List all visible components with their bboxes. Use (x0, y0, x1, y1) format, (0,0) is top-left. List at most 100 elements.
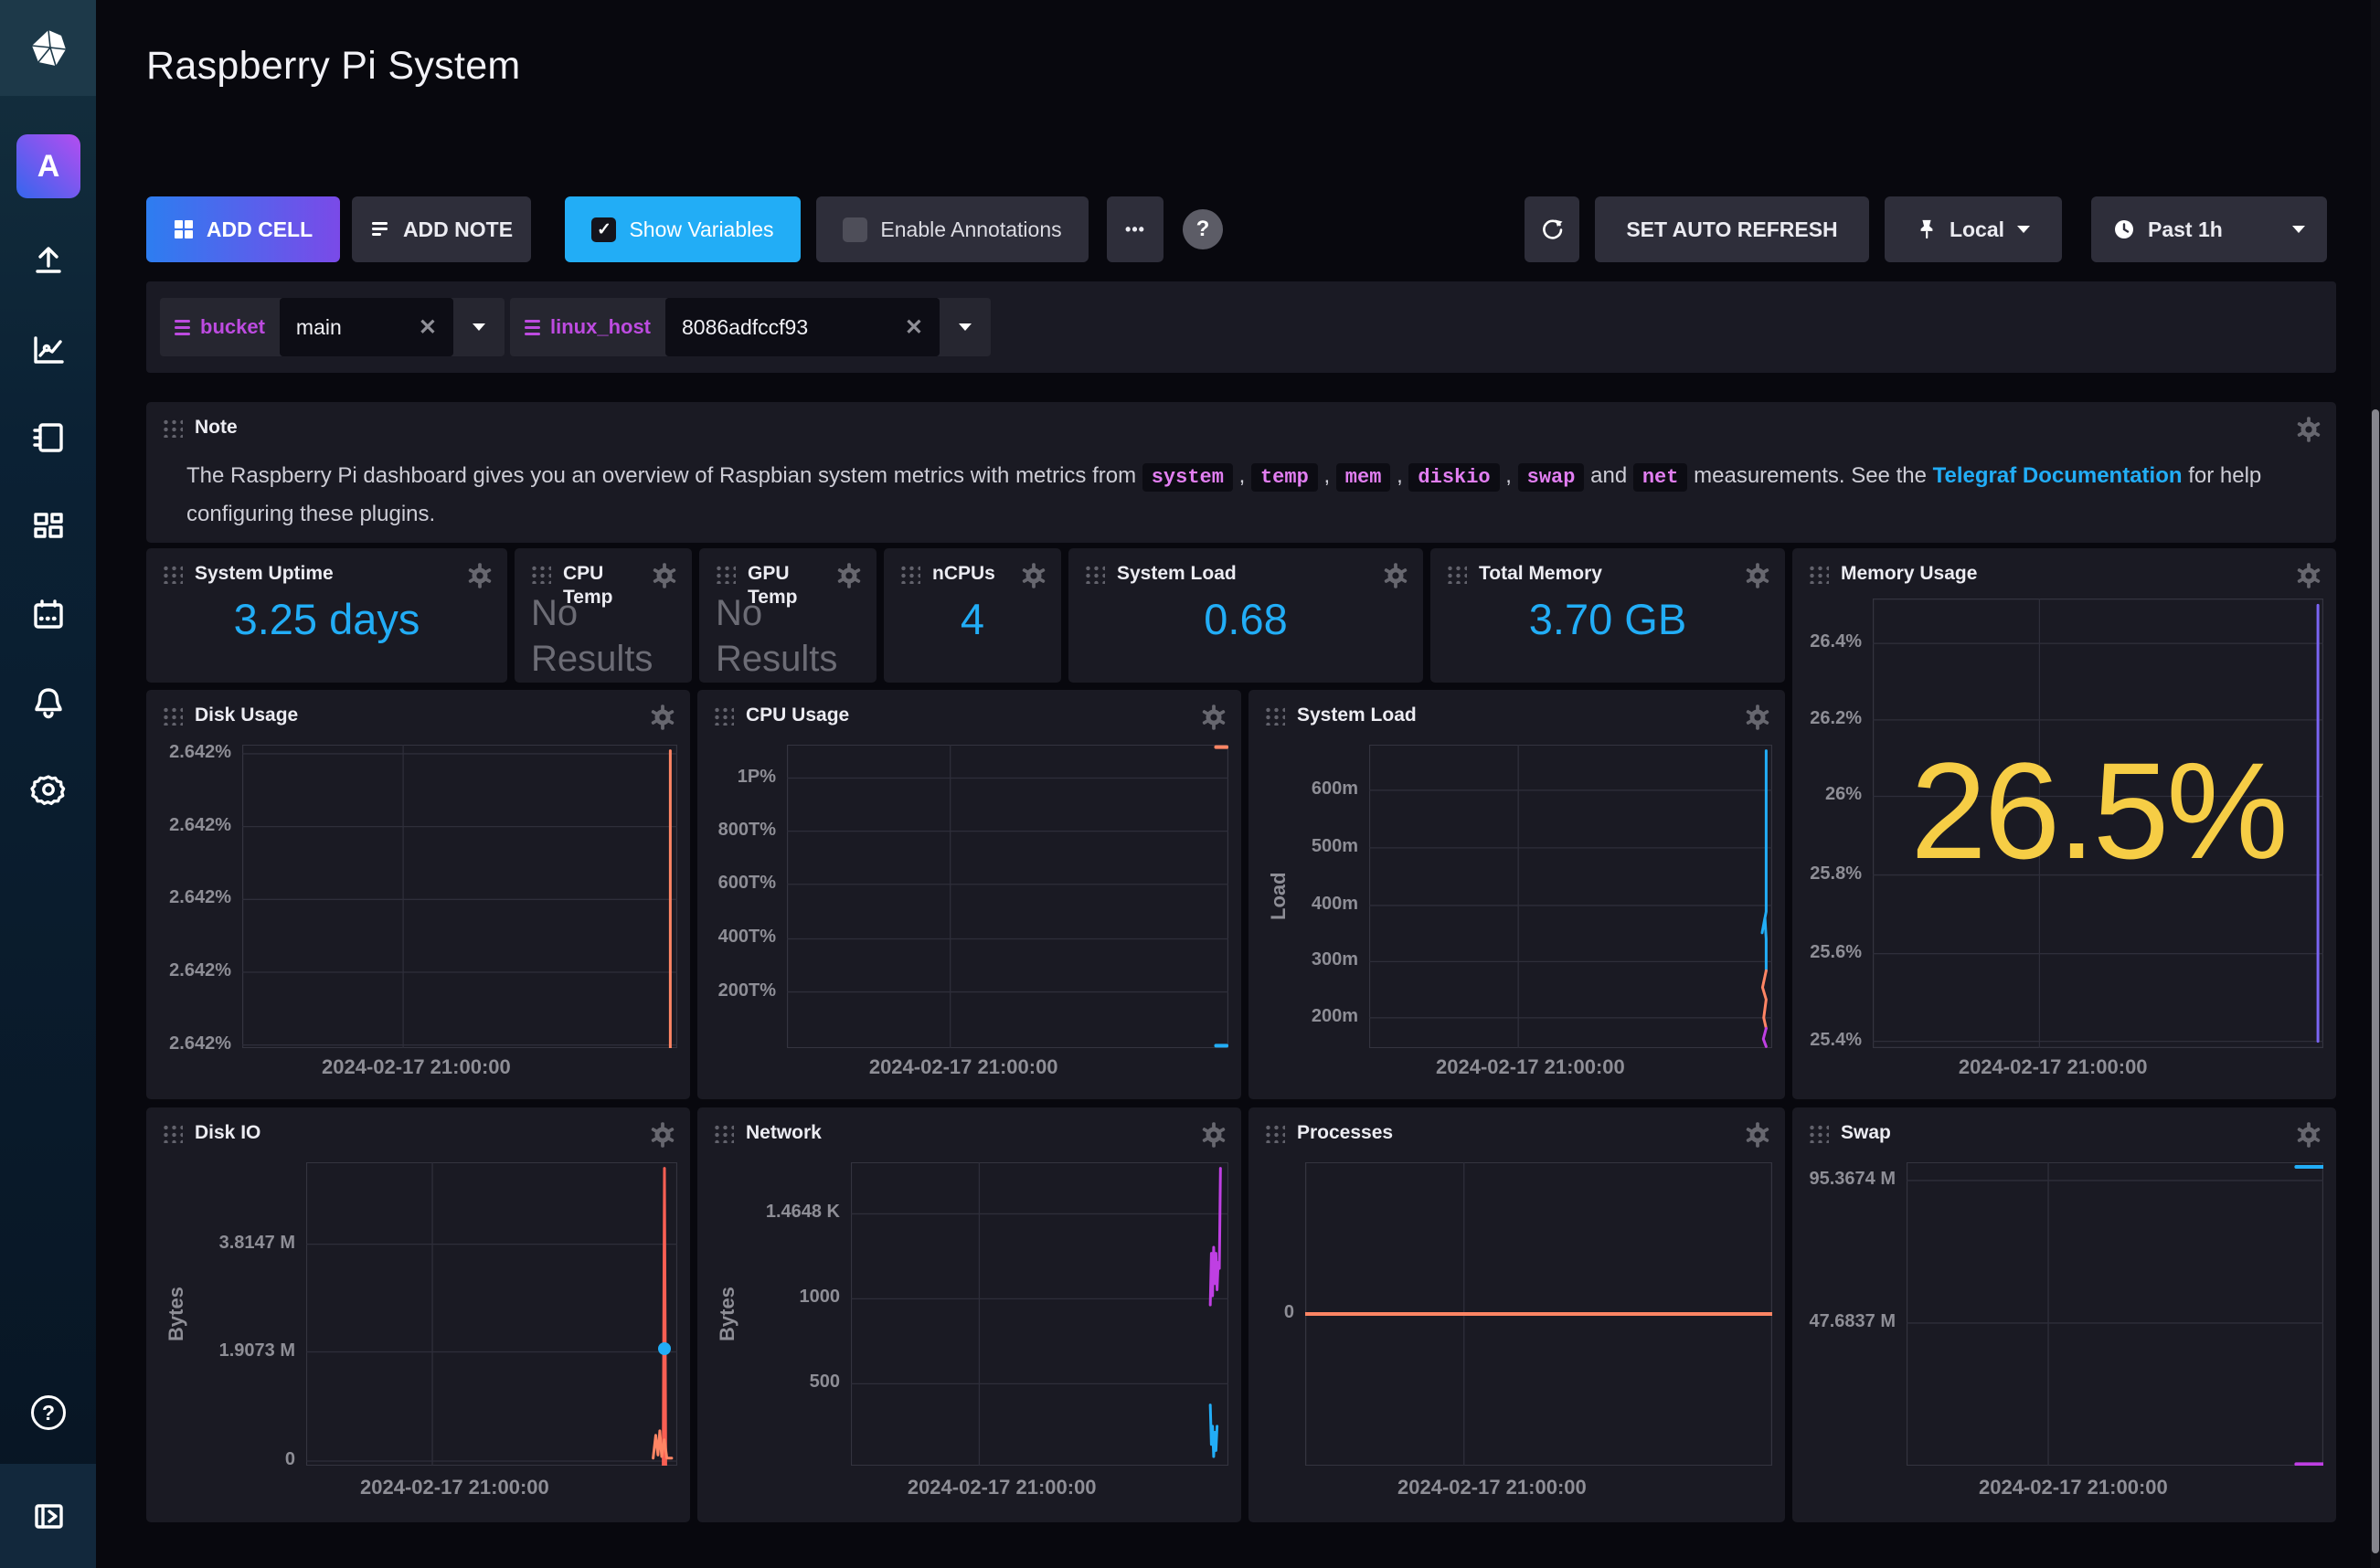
gear-icon[interactable] (1382, 562, 1409, 589)
y-tick-label: 600T% (717, 872, 776, 893)
timezone-dropdown[interactable]: Local (1885, 196, 2062, 262)
variable-caret-button[interactable] (940, 323, 991, 331)
data-explorer-icon[interactable] (27, 329, 69, 371)
plot-area[interactable] (1907, 1162, 2323, 1466)
drag-handle-icon[interactable] (714, 564, 736, 584)
gear-icon[interactable] (1020, 562, 1047, 589)
x-axis-label: 2024-02-17 21:00:00 (360, 1476, 549, 1499)
scrollbar-thumb[interactable] (2372, 409, 2379, 1553)
chart-panel-memory-usage: Memory Usage 26.4% 26.2% 26% 25.8% 25.6% 25.4… (1792, 548, 2336, 1099)
refresh-button[interactable] (1525, 196, 1579, 262)
y-tick-label: 500 (809, 1372, 840, 1393)
influxdb-logo[interactable] (0, 0, 96, 96)
stat-row: System Uptime 3.25 days CPU Temp No Resu… (146, 548, 1785, 683)
variable-caret-button[interactable] (453, 323, 505, 331)
help-question-button[interactable]: ? (1183, 209, 1223, 249)
y-tick-label: 0 (284, 1449, 295, 1470)
chart-title: Swap (1841, 1122, 1891, 1143)
clear-icon[interactable]: ✕ (904, 314, 924, 340)
x-axis-label: 2024-02-17 21:00:00 (1958, 1055, 2148, 1078)
note-text: , (1499, 463, 1518, 488)
gear-icon[interactable] (1744, 704, 1771, 731)
measurement-chip: system (1142, 463, 1233, 492)
y-tick-label: 25.6% (1810, 941, 1862, 962)
plot-area[interactable] (1873, 599, 2323, 1048)
gear-icon[interactable] (835, 562, 863, 589)
user-avatar[interactable]: A (16, 134, 80, 198)
notebooks-icon[interactable] (27, 417, 69, 459)
plot-area[interactable] (851, 1162, 1228, 1466)
tasks-calendar-icon[interactable] (27, 594, 69, 636)
chart-title: Disk IO (195, 1122, 261, 1143)
variable-lines-icon (175, 319, 190, 335)
add-note-button[interactable]: ADD NOTE (352, 196, 531, 262)
drag-handle-icon[interactable] (898, 564, 920, 584)
enable-annotations-label: Enable Annotations (880, 217, 1062, 241)
set-auto-refresh-button[interactable]: SET AUTO REFRESH (1595, 196, 1869, 262)
chart-panel-network: Network 1.4648 K 1000 500 Bytes 2024-02-17 2… (697, 1107, 1241, 1522)
drag-handle-icon[interactable] (1263, 1123, 1285, 1143)
gear-icon[interactable] (651, 562, 678, 589)
drag-handle-icon[interactable] (161, 418, 183, 438)
telegraf-docs-link[interactable]: Telegraf Documentation (1932, 463, 2183, 488)
y-tick-label: 26.2% (1810, 707, 1862, 728)
measurement-chip: temp (1250, 463, 1318, 492)
expand-sidebar-icon[interactable] (27, 1495, 69, 1537)
stat-title: nCPUs (932, 563, 995, 584)
drag-handle-icon[interactable] (161, 705, 183, 726)
gear-icon[interactable] (1200, 1121, 1227, 1149)
variable-value-dropdown[interactable]: main ✕ (279, 298, 453, 356)
plot-area[interactable] (242, 745, 677, 1048)
show-variables-toggle[interactable]: ✓ Show Variables (565, 196, 801, 262)
y-tick-label: 26% (1824, 784, 1862, 805)
drag-handle-icon[interactable] (529, 564, 551, 584)
gear-icon[interactable] (649, 1121, 676, 1149)
x-axis-label: 2024-02-17 21:00:00 (322, 1055, 511, 1078)
alerts-bell-icon[interactable] (27, 682, 69, 724)
drag-handle-icon[interactable] (161, 564, 183, 584)
show-variables-checkbox[interactable]: ✓ (591, 217, 617, 242)
measurement-chip: diskio (1408, 463, 1500, 492)
gear-icon[interactable] (1744, 1121, 1771, 1149)
enable-annotations-checkbox[interactable] (843, 217, 868, 242)
drag-handle-icon[interactable] (712, 705, 734, 726)
variable-value-dropdown[interactable]: 8086adfccf93 ✕ (665, 298, 940, 356)
drag-handle-icon[interactable] (1807, 564, 1829, 584)
show-variables-label: Show Variables (629, 217, 774, 241)
gear-icon[interactable] (466, 562, 494, 589)
drag-handle-icon[interactable] (1083, 564, 1105, 584)
gear-icon[interactable] (649, 704, 676, 731)
scrollbar-track[interactable] (2371, 0, 2380, 1568)
drag-handle-icon[interactable] (1445, 564, 1467, 584)
no-results-text: No Results (531, 593, 653, 679)
clear-icon[interactable]: ✕ (418, 314, 437, 340)
stat-value: 3.25 days (233, 595, 420, 643)
upload-icon[interactable] (27, 240, 69, 282)
gear-icon[interactable] (2295, 562, 2322, 589)
add-cell-button[interactable]: ADD CELL (146, 196, 340, 262)
plot-area[interactable] (1305, 1162, 1772, 1466)
drag-handle-icon[interactable] (1807, 1123, 1829, 1143)
drag-handle-icon[interactable] (161, 1123, 183, 1143)
add-note-lines-icon (371, 222, 388, 236)
enable-annotations-toggle[interactable]: Enable Annotations (816, 196, 1089, 262)
dashboards-icon[interactable] (27, 505, 69, 547)
gear-icon[interactable] (1744, 562, 1771, 589)
time-range-label: Past 1h (2148, 217, 2223, 241)
data-point-dot (657, 1342, 671, 1356)
stat-cell-gpu-temp: GPU Temp No Results (699, 548, 877, 683)
chart-title: Processes (1297, 1122, 1394, 1143)
plot-area[interactable] (1369, 745, 1772, 1048)
plot-area[interactable] (306, 1162, 677, 1466)
drag-handle-icon[interactable] (1263, 705, 1285, 726)
help-icon[interactable]: ? (27, 1392, 69, 1434)
time-range-dropdown[interactable]: Past 1h (2091, 196, 2327, 262)
settings-gear-icon[interactable] (27, 768, 69, 810)
gear-icon[interactable] (1200, 704, 1227, 731)
more-options-button[interactable]: ••• (1107, 196, 1163, 262)
drag-handle-icon[interactable] (712, 1123, 734, 1143)
gear-icon[interactable] (2295, 416, 2322, 443)
gear-icon[interactable] (2295, 1121, 2322, 1149)
chart-title: Memory Usage (1841, 563, 1978, 584)
plot-area[interactable] (787, 745, 1228, 1048)
